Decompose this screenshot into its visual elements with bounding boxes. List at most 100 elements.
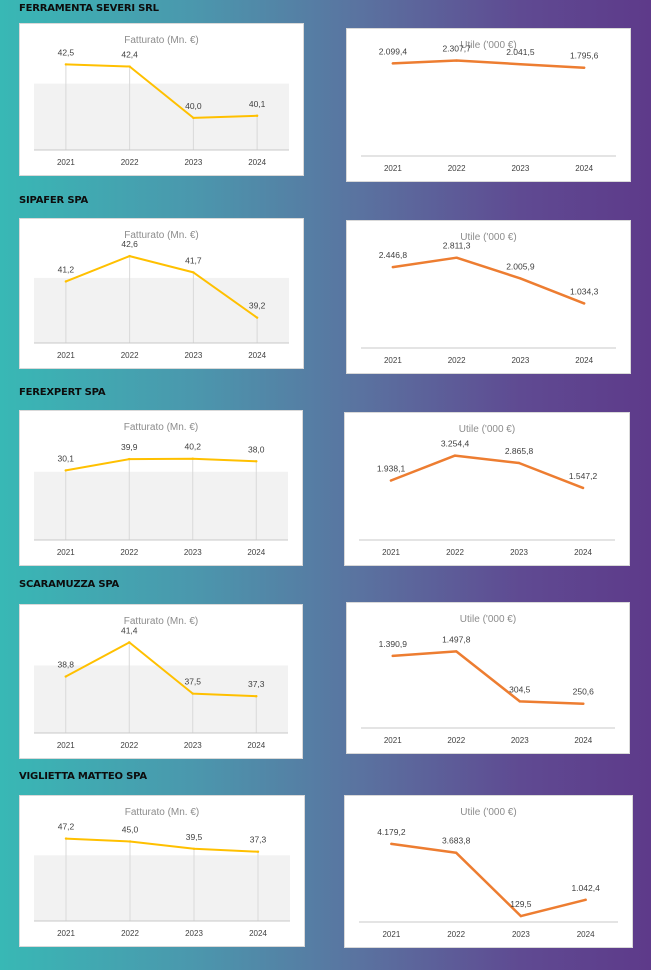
- ferramenta-severi-srl-point-2023: [192, 116, 195, 120]
- profit-chart-scaramuzza: Utile ('000 €) 1.390,9 1.497,8 304,5 250,6 20…: [346, 602, 630, 754]
- ferexpert-spa-data-label-2021: 1.938,1: [377, 464, 406, 474]
- scaramuzza-spa-x-tick-2023: 2023: [184, 741, 202, 750]
- ferexpert-spa-revenue-line: [64, 457, 258, 472]
- viglietta-matteo-spa-x-tick-2023: 2023: [185, 929, 203, 938]
- scaramuzza-spa-data-label-2022: 41,4: [121, 625, 138, 635]
- scaramuzza-spa-x-tick-2022: 2022: [447, 736, 465, 745]
- scaramuzza-spa-point-2024: [255, 695, 258, 698]
- scaramuzza-spa-x-tick-2023: 2023: [511, 736, 529, 745]
- viglietta-matteo-spa-point-2023: [192, 847, 196, 850]
- ferexpert-spa-data-label-2022: 3.254,4: [441, 439, 470, 449]
- viglietta-matteo-spa-x-tick-2023: 2023: [512, 930, 530, 939]
- viglietta-matteo-spa-x-tick-2024: 2024: [249, 929, 267, 938]
- sipafer-spa-data-label-2024: 39,2: [249, 301, 266, 311]
- viglietta-matteo-spa-profit-line: [390, 842, 587, 918]
- viglietta-matteo-spa-data-label-2024: 37,3: [250, 835, 267, 845]
- sipafer-spa-data-label-2021: 41,2: [58, 264, 75, 274]
- company-title-ferexpert: FEREXPERT SPA: [19, 387, 106, 398]
- ferexpert-spa-data-label-2024: 1.547,2: [569, 471, 598, 481]
- ferramenta-severi-srl-data-label-2021: 42,5: [58, 47, 75, 57]
- ferexpert-spa-x-tick-2023: 2023: [510, 548, 528, 557]
- sipafer-spa-data-label-2022: 42,6: [121, 239, 138, 249]
- ferexpert-spa-point-2024: [255, 460, 258, 463]
- ferramenta-severi-srl-x-tick-2023: 2023: [184, 158, 202, 167]
- company-title-ferramenta-severi: FERRAMENTA SEVERI SRL: [19, 3, 159, 14]
- viglietta-matteo-spa-x-tick-2024: 2024: [577, 930, 595, 939]
- ferramenta-severi-srl-point-2021: [64, 63, 68, 66]
- ferramenta-severi-srl-point-2022: [455, 59, 458, 62]
- ferramenta-severi-srl-chart-title: Fatturato (Mn. €): [124, 35, 198, 46]
- revenue-chart-scaramuzza: Fatturato (Mn. €) 38,8 41,4 37,5 37,3 2021 202…: [19, 604, 303, 759]
- ferexpert-spa-point-2023: [191, 457, 194, 460]
- scaramuzza-spa-x-tick-2021: 2021: [57, 741, 75, 750]
- ferramenta-severi-srl-x-tick-2024: 2024: [575, 164, 593, 173]
- ferramenta-severi-srl-x-tick-2022: 2022: [121, 158, 139, 167]
- ferexpert-spa-chart-title: Utile ('000 €): [459, 424, 515, 435]
- ferexpert-spa-data-label-2024: 38,0: [248, 444, 265, 454]
- scaramuzza-spa-data-label-2022: 1.497,8: [442, 634, 471, 644]
- sipafer-spa-point-2021: [391, 265, 395, 269]
- sipafer-spa-x-tick-2021: 2021: [384, 356, 402, 365]
- scaramuzza-spa-point-2022: [455, 650, 458, 653]
- company-title-sipafer: SIPAFER SPA: [19, 195, 89, 206]
- sipafer-spa-x-tick-2022: 2022: [121, 351, 139, 360]
- viglietta-matteo-spa-data-label-2022: 3.683,8: [442, 836, 471, 846]
- ferexpert-spa-x-tick-2021: 2021: [382, 548, 400, 557]
- ferexpert-spa-x-tick-2024: 2024: [574, 548, 592, 557]
- sipafer-spa-point-2022: [128, 254, 131, 258]
- ferexpert-spa-x-tick-2023: 2023: [184, 548, 202, 557]
- viglietta-matteo-spa-data-label-2023: 39,5: [186, 832, 203, 842]
- ferexpert-spa-data-label-2023: 40,2: [184, 442, 201, 452]
- scaramuzza-spa-point-2022: [128, 641, 131, 644]
- ferramenta-severi-srl-revenue-line: [64, 63, 259, 119]
- sipafer-spa-x-tick-2021: 2021: [57, 351, 75, 360]
- sipafer-spa-profit-line: [391, 256, 586, 305]
- viglietta-matteo-spa-chart-title: Fatturato (Mn. €): [125, 807, 199, 818]
- scaramuzza-spa-data-label-2021: 38,8: [57, 660, 74, 670]
- viglietta-matteo-spa-data-label-2021: 47,2: [58, 822, 75, 832]
- ferramenta-severi-srl-chart-title: Utile ('000 €): [460, 40, 516, 51]
- viglietta-matteo-spa-point-2024: [256, 850, 260, 853]
- ferramenta-severi-srl-data-label-2024: 1.795,6: [570, 51, 599, 61]
- viglietta-matteo-spa-data-label-2021: 4.179,2: [377, 827, 406, 837]
- viglietta-matteo-spa-revenue-line: [65, 837, 259, 853]
- scaramuzza-spa-point-2023: [191, 692, 194, 695]
- ferexpert-spa-data-label-2021: 30,1: [57, 453, 74, 463]
- viglietta-matteo-spa-x-tick-2022: 2022: [121, 929, 139, 938]
- scaramuzza-spa-point-2024: [582, 702, 585, 705]
- revenue-chart-ferexpert: Fatturato (Mn. €) 30,1 39,9 40,2 38,0 2021 202…: [19, 410, 303, 566]
- scaramuzza-spa-point-2023: [518, 700, 521, 703]
- ferramenta-severi-srl-x-tick-2021: 2021: [384, 164, 402, 173]
- ferexpert-spa-x-tick-2022: 2022: [120, 548, 138, 557]
- scaramuzza-spa-data-label-2024: 250,6: [573, 687, 595, 697]
- ferexpert-spa-x-tick-2024: 2024: [247, 548, 265, 557]
- viglietta-matteo-spa-data-label-2022: 45,0: [122, 825, 139, 835]
- scaramuzza-spa-x-tick-2022: 2022: [120, 741, 138, 750]
- ferexpert-spa-profit-line: [389, 454, 585, 490]
- ferramenta-severi-srl-x-tick-2021: 2021: [57, 158, 75, 167]
- sipafer-spa-x-tick-2023: 2023: [184, 351, 202, 360]
- viglietta-matteo-spa-point-2021: [64, 837, 68, 840]
- company-title-scaramuzza: SCARAMUZZA SPA: [19, 579, 120, 590]
- sipafer-spa-x-tick-2024: 2024: [575, 356, 593, 365]
- viglietta-matteo-spa-point-2021: [390, 842, 393, 846]
- ferramenta-severi-srl-point-2023: [519, 63, 522, 66]
- sipafer-spa-data-label-2024: 1.034,3: [570, 286, 599, 296]
- viglietta-matteo-spa-point-2023: [519, 914, 523, 918]
- sipafer-spa-revenue-line: [64, 255, 259, 319]
- sipafer-spa-data-label-2022: 2.811,3: [443, 241, 471, 251]
- scaramuzza-spa-x-tick-2021: 2021: [384, 736, 402, 745]
- ferramenta-severi-srl-data-label-2022: 42,4: [121, 50, 138, 60]
- scaramuzza-spa-data-label-2021: 1.390,9: [379, 639, 408, 649]
- sipafer-spa-chart-title: Fatturato (Mn. €): [124, 230, 198, 241]
- ferramenta-severi-srl-profit-line: [391, 59, 586, 69]
- ferexpert-spa-point-2021: [389, 479, 393, 482]
- ferramenta-severi-srl-data-label-2021: 2.099,4: [379, 46, 408, 56]
- viglietta-matteo-spa-data-label-2024: 1.042,4: [571, 883, 600, 893]
- viglietta-matteo-spa-point-2022: [454, 851, 458, 854]
- viglietta-matteo-spa-chart-title: Utile ('000 €): [460, 807, 516, 818]
- viglietta-matteo-spa-x-tick-2022: 2022: [447, 930, 465, 939]
- sipafer-spa-x-tick-2023: 2023: [511, 356, 529, 365]
- sipafer-spa-point-2023: [519, 277, 522, 280]
- sipafer-spa-data-label-2023: 41,7: [185, 255, 202, 265]
